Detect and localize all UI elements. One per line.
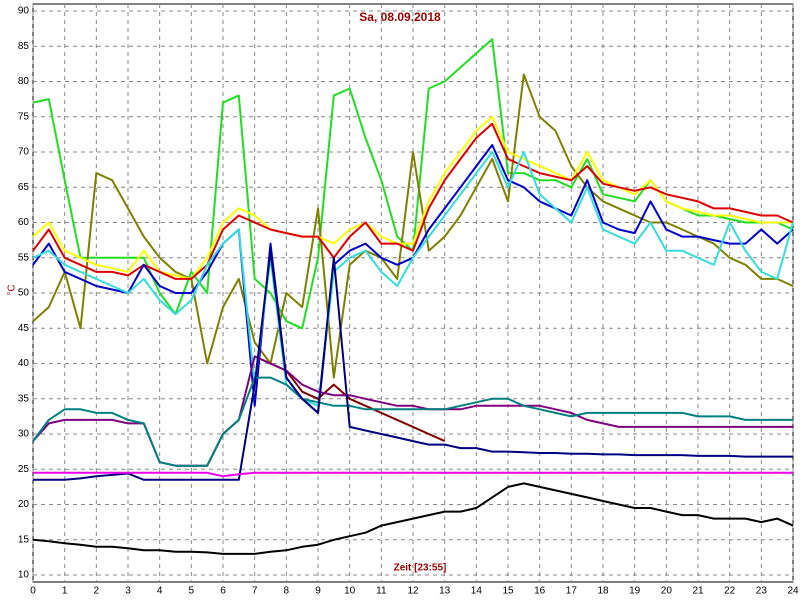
- x-tick-label: 11: [376, 586, 387, 597]
- series-line: [32, 122, 794, 280]
- y-tick-label: 35: [18, 393, 30, 404]
- x-tick-label: 24: [787, 586, 799, 597]
- x-tick-label: 19: [629, 586, 641, 597]
- series-line: [33, 471, 793, 478]
- x-tick-label: 23: [756, 586, 768, 597]
- y-tick-label: 25: [18, 464, 30, 475]
- y-tick-label: 20: [18, 499, 30, 510]
- y-tick-label: 90: [18, 6, 30, 17]
- y-tick-label: 75: [18, 111, 30, 122]
- y-tick-label: 65: [18, 182, 30, 193]
- y-tick-label: 55: [18, 252, 30, 263]
- x-tick-label: 2: [94, 586, 100, 597]
- x-tick-label: 5: [189, 586, 195, 597]
- series-line: [32, 73, 794, 379]
- x-tick-label: 13: [439, 586, 451, 597]
- y-tick-label: 80: [18, 76, 30, 87]
- x-tick-label: 16: [534, 586, 546, 597]
- series-line: [32, 151, 794, 407]
- x-tick-label: 9: [315, 586, 321, 597]
- x-tick-label: 14: [471, 586, 483, 597]
- x-tick-label: 18: [597, 586, 609, 597]
- series-line: [33, 249, 793, 481]
- y-tick-label: 10: [18, 570, 30, 581]
- series-line: [32, 482, 794, 555]
- x-axis-label: Zeit [23:55]: [394, 563, 447, 574]
- x-tick-label: 17: [566, 586, 578, 597]
- x-tick-label: 15: [502, 586, 514, 597]
- x-tick-label: 21: [692, 586, 704, 597]
- x-tick-label: 20: [661, 586, 673, 597]
- x-tick-label: 6: [220, 586, 226, 597]
- x-tick-label: 7: [252, 586, 258, 597]
- y-tick-label: 50: [18, 288, 30, 299]
- y-axis-label: °C: [7, 284, 18, 295]
- y-tick-label: 85: [18, 41, 30, 52]
- x-tick-label: 12: [407, 586, 419, 597]
- y-tick-label: 40: [18, 358, 30, 369]
- x-tick-label: 0: [30, 586, 36, 597]
- series-line: [32, 376, 793, 467]
- chart-title: Sa, 08.09.2018: [359, 10, 441, 24]
- x-tick-label: 1: [62, 586, 68, 597]
- y-tick-label: 45: [18, 323, 30, 334]
- x-tick-label: 8: [284, 586, 290, 597]
- x-tick-label: 3: [125, 586, 131, 597]
- y-tick-label: 70: [18, 147, 30, 158]
- y-tick-label: 15: [18, 534, 30, 545]
- x-tick-label: 4: [157, 586, 163, 597]
- y-tick-label: 60: [18, 217, 30, 228]
- x-tick-label: 10: [344, 586, 356, 597]
- y-tick-label: 30: [18, 429, 30, 440]
- x-tick-label: 22: [724, 586, 736, 597]
